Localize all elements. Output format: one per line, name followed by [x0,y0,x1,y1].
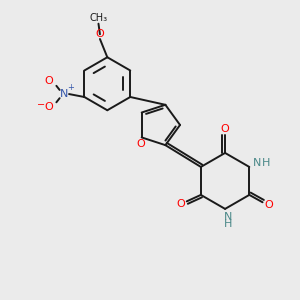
Text: −: − [37,100,45,110]
Text: O: O [45,102,53,112]
Text: O: O [137,139,146,149]
Text: O: O [45,76,53,86]
Text: H: H [262,158,270,168]
Text: N: N [60,89,68,99]
Text: CH₃: CH₃ [89,14,107,23]
Text: N: N [224,212,232,222]
Text: N: N [254,158,262,168]
Text: O: O [96,29,104,39]
Text: H: H [224,219,232,229]
Text: O: O [264,200,273,210]
Text: +: + [67,83,74,92]
Text: O: O [221,124,230,134]
Text: O: O [176,199,185,209]
